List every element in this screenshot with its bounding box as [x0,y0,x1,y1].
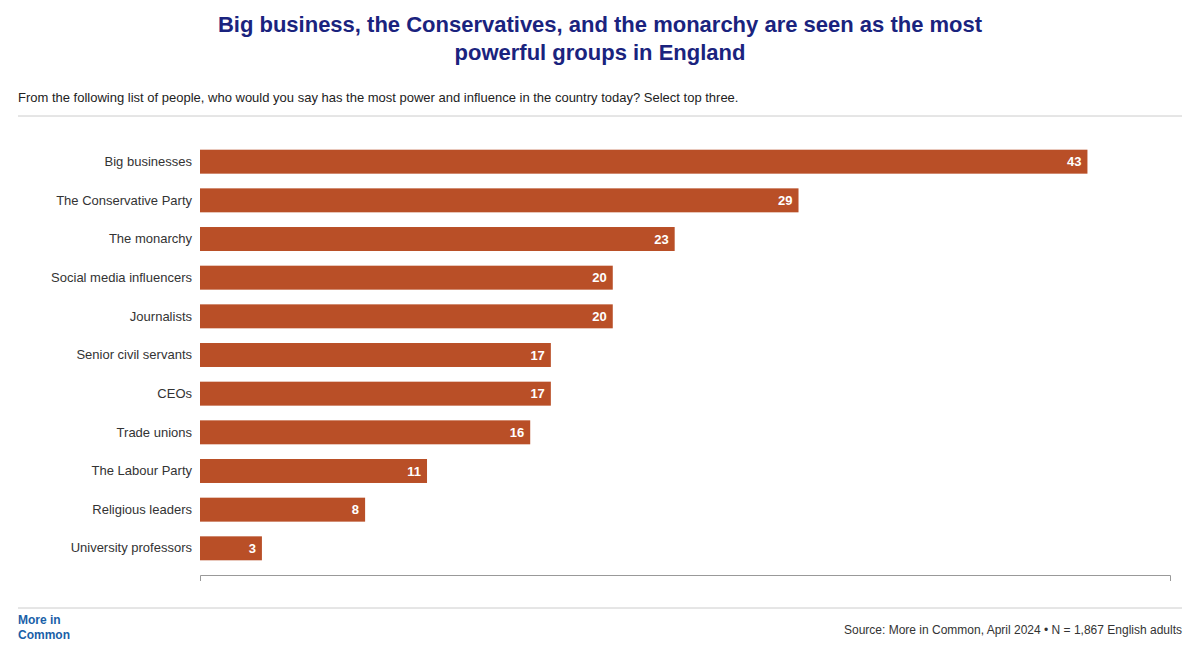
chart: Big business, the Conservatives, and the… [0,0,1200,650]
bar [200,150,1087,174]
y-tick-label: The monarchy [109,231,193,246]
y-tick: Religious leaders [92,502,192,517]
x-axis-line [201,576,1171,582]
data-label: 17 [530,348,544,363]
y-tick: CEOs [157,386,192,401]
bar [200,227,675,251]
y-axis: Big businesses The Conservative Party The … [51,154,192,556]
bar [200,188,799,212]
y-tick: Big businesses [105,154,193,169]
bar [200,498,365,522]
y-tick: Journalists [130,308,193,323]
y-tick-label: University professors [71,540,193,555]
bar [200,382,551,406]
y-tick: The Labour Party [92,463,193,478]
data-label: 20 [592,309,606,324]
plot: 43 29 23 20 20 17 17 16 11 8 3 Big businesses The Co… [51,150,1170,581]
data-labels: 43 29 23 20 20 17 17 16 11 8 3 [249,154,1082,556]
title-line: Big business, the Conservatives, and the… [218,12,983,37]
y-tick-label: Trade unions [117,424,193,439]
bar [200,304,613,328]
title-line: powerful groups in England [455,40,746,65]
logo-text: Common [18,628,70,642]
subtitle: From the following list of people, who w… [18,90,738,105]
source: Source: More in Common, April 2024 • N =… [844,623,1182,637]
title: Big business, the Conservatives, and the… [218,12,983,65]
bar [200,459,427,483]
data-label: 43 [1067,154,1081,169]
data-label: 16 [510,425,524,440]
data-label: 8 [352,502,359,517]
data-label: 20 [592,270,606,285]
bars [200,150,1087,561]
x-axis [201,576,1171,582]
y-tick-label: Big businesses [105,154,193,169]
separator [18,116,1182,117]
y-tick: Trade unions [117,424,193,439]
y-tick-label: Senior civil servants [76,347,192,362]
data-label: 17 [530,386,544,401]
data-label: 11 [407,464,421,479]
y-tick-label: Religious leaders [92,502,192,517]
y-tick-label: The Labour Party [92,463,193,478]
bar [200,343,551,367]
data-label: 3 [249,541,256,556]
data-label: 23 [654,232,668,247]
y-tick-label: Social media influencers [51,270,192,285]
bar [200,536,262,560]
bar [200,266,613,290]
y-tick-label: CEOs [157,386,192,401]
y-tick-label: Journalists [130,308,193,323]
y-tick: The Conservative Party [56,193,192,208]
y-tick: Social media influencers [51,270,192,285]
logo-text: More in [18,613,61,627]
footer-separator [18,608,1182,609]
bar [200,420,530,444]
y-tick-label: The Conservative Party [56,193,192,208]
y-tick: Senior civil servants [76,347,192,362]
data-label: 29 [778,193,792,208]
y-tick: University professors [71,540,193,555]
y-tick: The monarchy [109,231,193,246]
